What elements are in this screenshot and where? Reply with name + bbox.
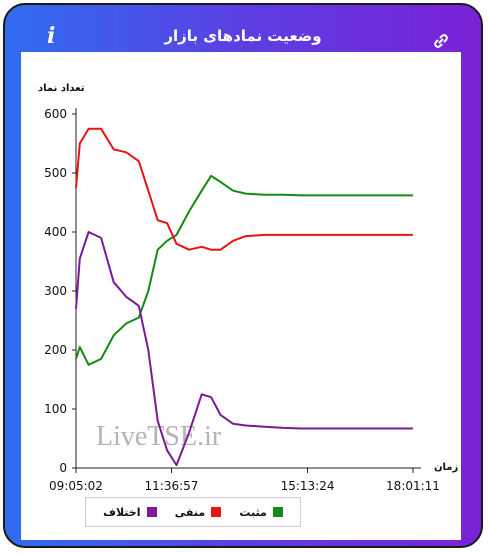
- y-tick-label: 300: [44, 284, 67, 298]
- card-title: وضعیت نمادهای بازار: [164, 27, 322, 45]
- x-tick-label: 11:36:57: [145, 479, 199, 493]
- x-axis-label: زمان: [434, 462, 458, 473]
- series-line-negative: [75, 127, 413, 251]
- line-chart: تعداد نماد زمان LiveTSE.ir 0100200300400…: [38, 83, 458, 493]
- y-tick-label: 600: [44, 107, 67, 121]
- axes: [72, 108, 421, 473]
- legend-item-negative[interactable]: منفی: [174, 505, 222, 519]
- legend-swatch-difference: [146, 507, 157, 517]
- legend-label-positive: مثبت: [239, 505, 267, 519]
- x-tick-label: 09:05:02: [49, 479, 103, 493]
- series-line-positive: [75, 174, 413, 366]
- y-tick-label: 0: [59, 461, 67, 475]
- y-tick-labels: 0 100 200 300 400 500 600: [44, 107, 67, 475]
- y-tick-label: 100: [44, 402, 67, 416]
- legend-label-difference: اختلاف: [103, 505, 141, 519]
- legend-swatch-positive: [272, 507, 283, 517]
- info-icon[interactable]: i: [47, 23, 56, 49]
- y-axis-label: تعداد نماد: [38, 83, 85, 94]
- y-tick-label: 200: [44, 343, 67, 357]
- y-tick-label: 500: [44, 166, 67, 180]
- legend-item-positive[interactable]: مثبت: [239, 505, 283, 519]
- legend: مثبت منفی اختلاف: [85, 497, 301, 527]
- title-bar: وضعیت نمادهای بازار i: [5, 5, 481, 57]
- series-lines: [75, 127, 413, 467]
- x-tick-label: 18:01:11: [386, 479, 440, 493]
- legend-item-difference[interactable]: اختلاف: [103, 505, 157, 519]
- legend-label-negative: منفی: [174, 505, 206, 519]
- link-icon[interactable]: [433, 33, 449, 49]
- x-tick-labels: 09:05:02 11:36:57 15:13:24 18:01:11: [49, 479, 440, 493]
- x-tick-label: 15:13:24: [281, 479, 335, 493]
- legend-swatch-negative: [211, 507, 222, 517]
- series-line-difference: [75, 231, 413, 467]
- chart-panel: تعداد نماد زمان LiveTSE.ir 0 100 200 300 400…: [21, 52, 461, 540]
- y-tick-label: 400: [44, 225, 67, 239]
